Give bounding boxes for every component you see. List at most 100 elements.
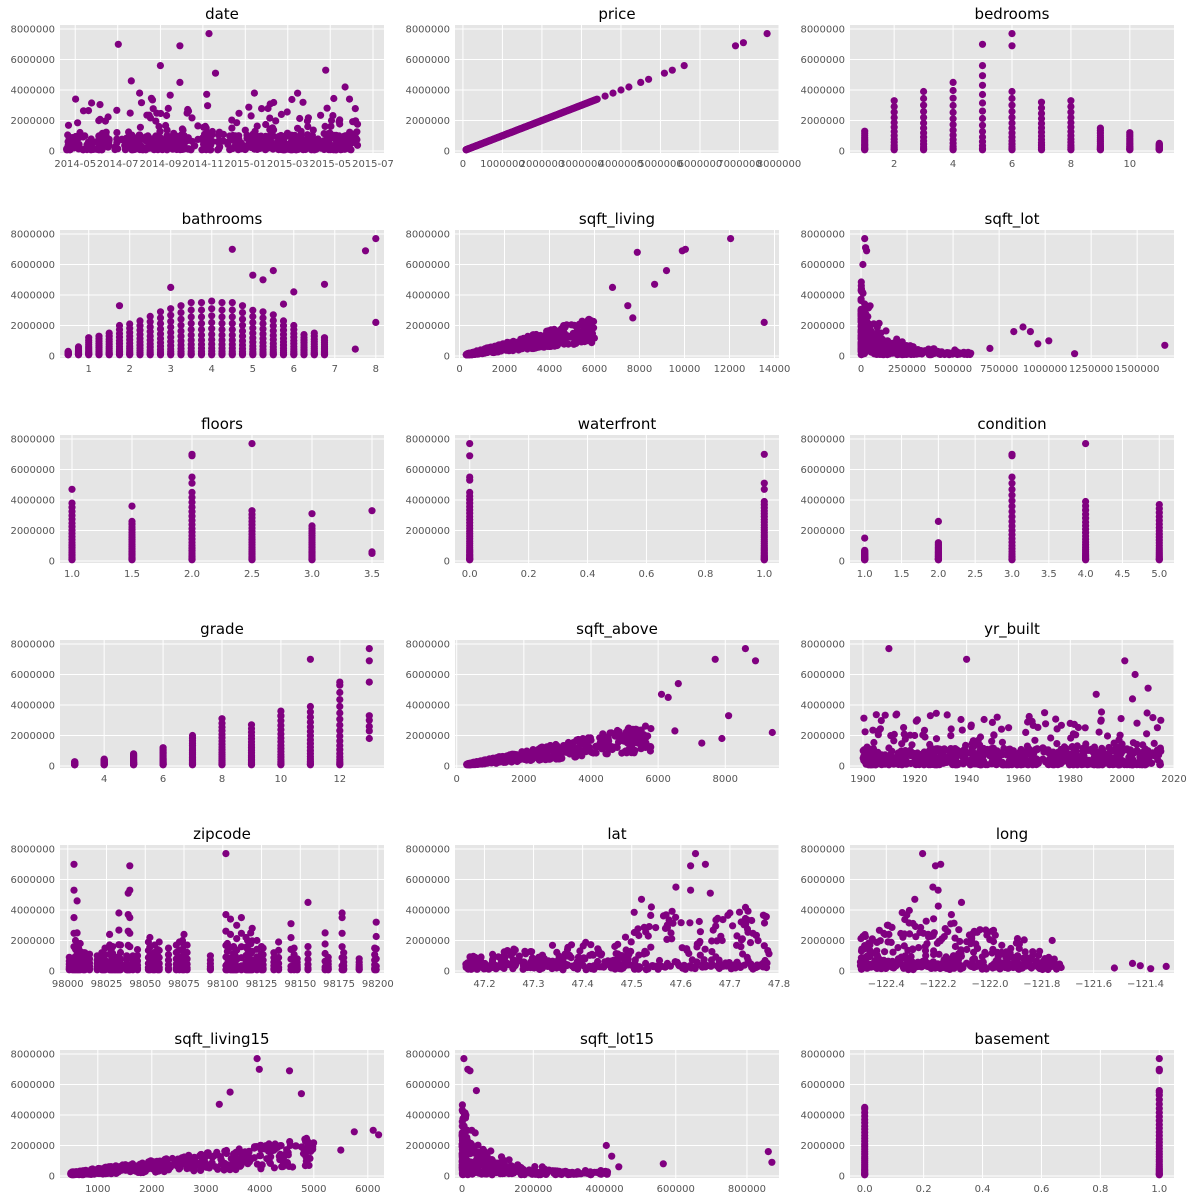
data-point (187, 319, 195, 327)
data-point (208, 318, 216, 327)
y-tick-label: 4000000 (10, 86, 55, 97)
subplot-title: sqft_lot (985, 210, 1040, 229)
data-point (1071, 350, 1079, 358)
subplot-title: bedrooms (975, 5, 1050, 23)
data-point (680, 62, 688, 70)
data-point (294, 89, 302, 97)
data-point (600, 736, 609, 744)
data-point (218, 313, 226, 321)
data-point (949, 94, 957, 102)
data-point (126, 320, 134, 328)
x-tick-label: 98175 (323, 979, 355, 990)
data-point (949, 121, 957, 129)
data-point (934, 539, 943, 547)
data-point (74, 144, 82, 152)
subplot-title: yr_built (984, 620, 1040, 639)
data-point (973, 759, 981, 767)
data-point (608, 283, 617, 291)
data-point (587, 941, 595, 949)
data-point (1149, 714, 1157, 722)
x-tick-label: 2 (127, 364, 133, 375)
data-point (294, 124, 302, 132)
data-point (146, 312, 154, 320)
data-point (725, 712, 733, 720)
data-point (978, 107, 987, 115)
data-point (136, 89, 144, 97)
x-tick-label: 5000000 (638, 159, 683, 170)
data-point (1098, 746, 1106, 754)
y-tick-label: 6000000 (10, 875, 55, 886)
data-point (958, 726, 966, 734)
data-point (1029, 721, 1037, 730)
data-point (296, 114, 304, 123)
data-point (642, 949, 651, 957)
data-point (188, 731, 197, 740)
data-point (255, 143, 263, 151)
x-tick-label: 3.5 (364, 569, 380, 580)
data-point (156, 140, 165, 148)
data-point (581, 327, 589, 335)
data-point (617, 86, 625, 94)
data-point (727, 235, 735, 243)
data-point (279, 317, 288, 325)
data-point (228, 124, 236, 132)
data-point (323, 139, 331, 147)
data-point (543, 747, 551, 755)
data-point (655, 963, 664, 971)
data-point (167, 317, 175, 325)
y-tick-label: 2000000 (405, 731, 450, 742)
data-point (228, 325, 236, 334)
data-point (871, 760, 879, 768)
x-tick-label: 1250000 (1069, 364, 1114, 375)
data-point (1057, 721, 1065, 729)
data-point (979, 745, 987, 753)
data-point (768, 728, 776, 737)
y-tick-label: 4000000 (800, 291, 845, 302)
data-point (857, 297, 865, 305)
data-point (136, 123, 144, 131)
data-point (978, 114, 987, 123)
data-point (128, 502, 136, 510)
y-tick-label: 8000000 (405, 230, 450, 241)
data-point (162, 121, 170, 130)
data-point (760, 485, 768, 493)
x-tick-label: 47.2 (473, 979, 495, 990)
data-point (695, 917, 703, 926)
x-tick-label: 47.3 (522, 979, 544, 990)
data-point (255, 134, 263, 142)
data-point (365, 727, 373, 735)
data-point (978, 81, 987, 89)
y-tick-label: 2000000 (800, 731, 845, 742)
data-point (215, 128, 223, 136)
data-point (126, 109, 134, 117)
data-point (920, 119, 928, 127)
data-point (372, 318, 380, 326)
data-point (323, 104, 331, 112)
data-point (279, 300, 288, 308)
data-point (496, 753, 504, 761)
data-point (351, 105, 359, 113)
data-point (372, 945, 380, 953)
data-point (113, 129, 121, 137)
data-point (1006, 745, 1014, 753)
x-tick-label: 2000 (1109, 774, 1134, 785)
data-point (614, 940, 622, 949)
data-point (113, 106, 121, 114)
data-point (1109, 754, 1117, 762)
data-point (698, 739, 706, 747)
data-point (187, 325, 195, 334)
data-point (1013, 756, 1021, 764)
y-tick-label: 6000000 (800, 465, 845, 476)
data-point (884, 337, 892, 345)
data-point (463, 351, 471, 359)
y-tick-label: 2000000 (405, 116, 450, 127)
data-point (763, 29, 771, 38)
x-tick-label: 12 (333, 774, 346, 785)
x-tick-label: 2 (891, 159, 897, 170)
data-point (1008, 473, 1016, 481)
data-point (73, 897, 81, 905)
data-point (536, 331, 545, 340)
data-point (584, 337, 592, 345)
